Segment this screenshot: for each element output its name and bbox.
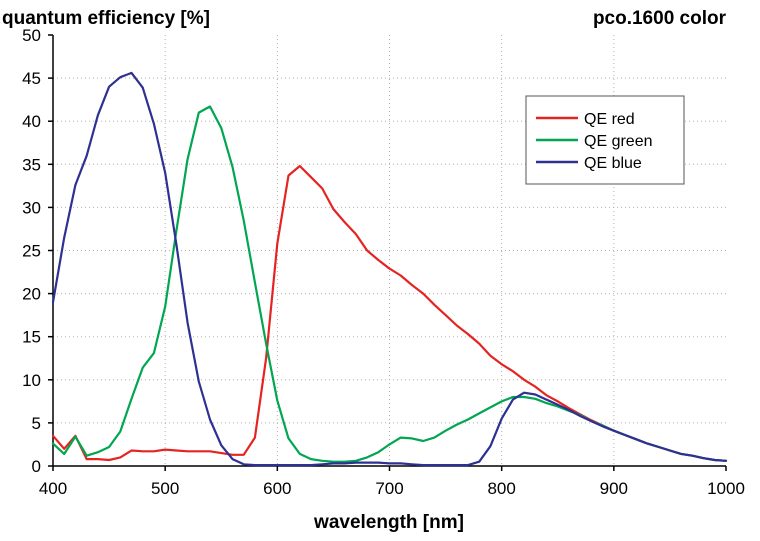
y-tick-label: 45 — [22, 69, 41, 88]
series-line-qe-red — [51, 164, 728, 462]
chart-title-right: pco.1600 color — [593, 8, 727, 29]
y-tick-label: 10 — [22, 371, 41, 390]
x-tick-label: 500 — [151, 479, 179, 498]
chart-title-left: quantum efficiency [%] — [2, 8, 210, 29]
y-tick-label: 30 — [22, 198, 41, 217]
x-tick-label: 600 — [263, 479, 291, 498]
y-tick-label: 20 — [22, 285, 41, 304]
y-tick-label: 40 — [22, 112, 41, 131]
y-tick-label: 35 — [22, 155, 41, 174]
y-tick-label: 25 — [22, 242, 41, 261]
legend-label-qe-blue: QE blue — [584, 155, 642, 172]
legend-label-qe-green: QE green — [584, 133, 652, 150]
series-line-qe-blue — [51, 71, 728, 467]
x-tick-label: 1000 — [707, 479, 745, 498]
x-tick-label: 900 — [600, 479, 628, 498]
x-axis-label: wavelength [nm] — [313, 512, 464, 533]
x-tick-labels: 400 500 600 700 800 900 1000 — [39, 479, 745, 498]
x-tick-label: 800 — [487, 479, 515, 498]
y-tick-label: 50 — [22, 26, 41, 45]
legend: QE red QE green QE blue — [525, 95, 685, 185]
legend-label-qe-red: QE red — [584, 111, 635, 128]
legend-box — [525, 95, 685, 185]
series-group — [51, 71, 728, 467]
y-tick-label: 5 — [32, 414, 41, 433]
y-tick-label: 0 — [32, 457, 41, 476]
x-tick-label: 400 — [39, 479, 67, 498]
y-tick-label: 15 — [22, 328, 41, 347]
y-tick-labels: 0 5 10 15 20 25 30 35 40 45 50 — [22, 26, 41, 476]
axes — [48, 34, 727, 471]
x-tick-label: 700 — [375, 479, 403, 498]
